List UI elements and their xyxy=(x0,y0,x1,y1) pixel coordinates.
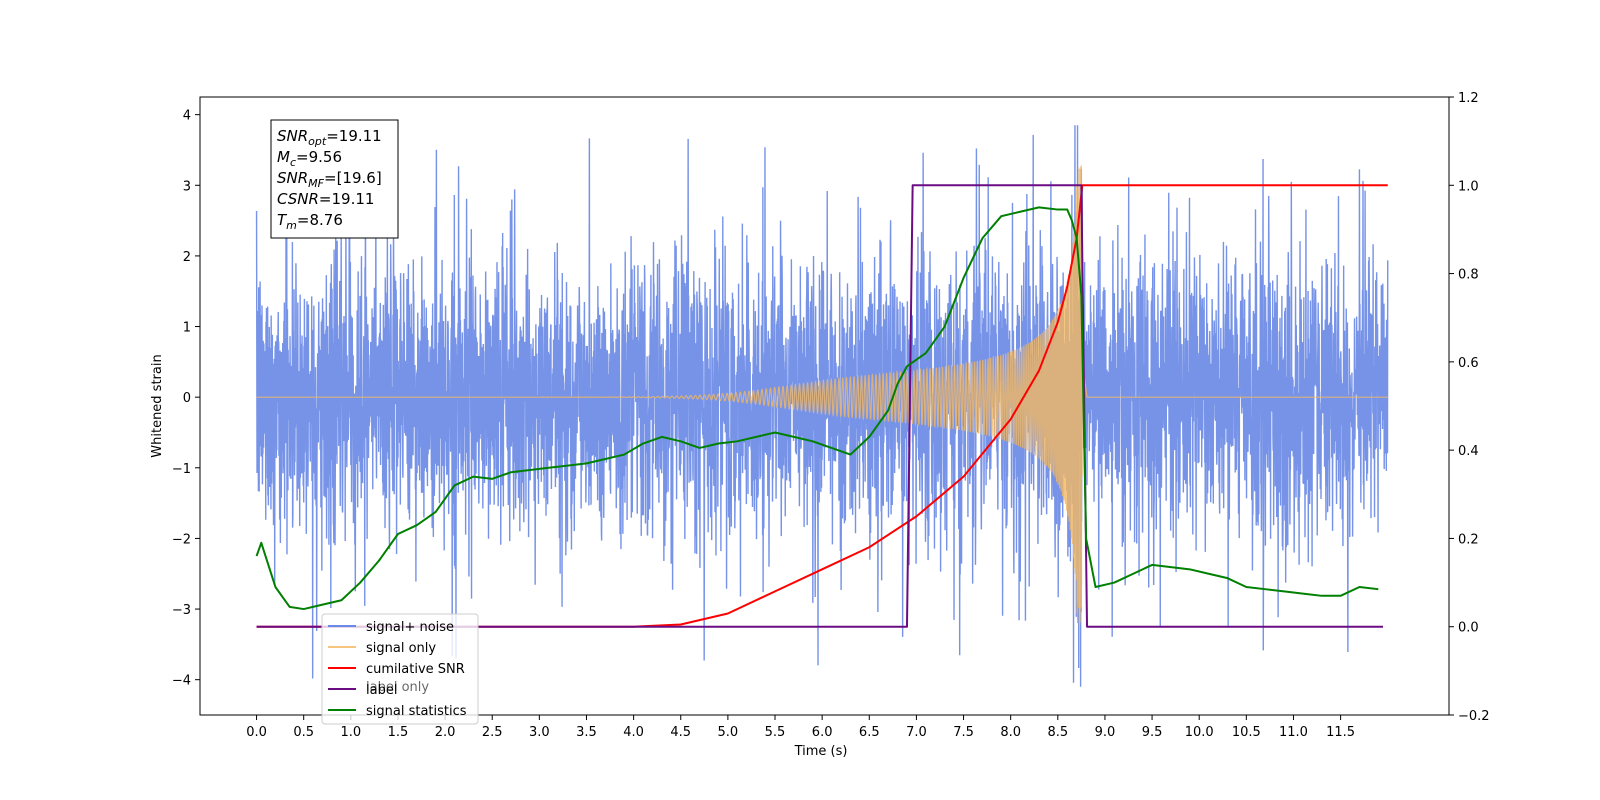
y-right-tick-label: 0.8 xyxy=(1458,268,1479,283)
series-signal-statistics xyxy=(255,206,1379,611)
x-tick-label: 3.5 xyxy=(576,725,597,740)
y-axis-label-left: Whitened strain xyxy=(150,354,165,457)
x-tick-label: 10.5 xyxy=(1232,725,1261,740)
y-axis-left: 4 3 2 1 0 −1 −2 −3 −4 xyxy=(172,109,200,689)
series-layer xyxy=(255,125,1389,687)
y-right-tick-label: 0.6 xyxy=(1458,356,1479,371)
y-left-tick-label: −4 xyxy=(172,674,191,689)
y-right-tick-label: 0.4 xyxy=(1458,444,1479,459)
x-tick-label: 2.5 xyxy=(482,725,503,740)
x-axis: 0.0 0.5 1.0 1.5 2.0 2.5 3.0 3.5 4.0 4.5 5.0 5.5 6.0 6… xyxy=(246,715,1355,740)
y-left-tick-label: 3 xyxy=(183,179,191,194)
legend-item-signal-statistics: signal statistics xyxy=(328,704,467,719)
legend-label-signal-noise: signal+ noise xyxy=(366,620,454,635)
legend-label-signal-only: signal only xyxy=(366,641,436,656)
legend-label-label: label xyxy=(366,683,397,698)
y-left-tick-label: 4 xyxy=(183,109,191,124)
x-tick-label: 8.0 xyxy=(1000,725,1021,740)
y-right-tick-label: 1.0 xyxy=(1458,179,1479,194)
legend-label-signal-statistics: signal statistics xyxy=(366,704,467,719)
y-left-tick-label: −1 xyxy=(172,462,191,477)
legend-item-signal-only: signal only xyxy=(328,641,436,656)
annotation-box-frame xyxy=(270,119,399,239)
x-tick-label: 5.5 xyxy=(765,725,786,740)
annotation-merger-time: Tm=8.76 xyxy=(277,211,343,232)
legend: label only signal+ noise signal only cum… xyxy=(321,613,479,725)
legend-item-cumulative-snr: cumilative SNR xyxy=(328,662,465,677)
y-right-tick-label: 1.2 xyxy=(1458,91,1479,106)
legend-ghost-text: label only xyxy=(366,680,429,695)
annotation-box: SNRopt=19.11 Mc=9.56 SNRMF=[19.6] CSNR=1… xyxy=(270,119,399,239)
y-left-tick-label: 1 xyxy=(183,321,191,336)
x-tick-label: 6.5 xyxy=(859,725,880,740)
annotation-snr-opt: SNRopt=19.11 xyxy=(277,127,382,148)
y-right-tick-label: −0.2 xyxy=(1458,709,1490,724)
annotation-snr-mf: SNRMF=[19.6] xyxy=(277,169,382,190)
y-right-tick-label: 0.0 xyxy=(1458,621,1479,636)
annotation-chirp-mass: Mc=9.56 xyxy=(277,148,342,169)
x-tick-label: 1.0 xyxy=(340,725,361,740)
x-tick-label: 11.0 xyxy=(1279,725,1308,740)
series-cumulative-snr xyxy=(256,184,1388,628)
x-tick-label: 4.0 xyxy=(623,725,644,740)
x-tick-label: 7.5 xyxy=(953,725,974,740)
x-tick-label: 2.0 xyxy=(435,725,456,740)
x-tick-label: 5.0 xyxy=(718,725,739,740)
y-left-tick-label: −3 xyxy=(172,603,191,618)
series-label xyxy=(256,184,1384,628)
x-tick-label: 9.0 xyxy=(1095,725,1116,740)
x-tick-label: 0.5 xyxy=(293,725,314,740)
x-tick-label: 11.5 xyxy=(1326,725,1355,740)
y-right-tick-label: 0.2 xyxy=(1458,532,1479,547)
y-left-tick-label: 2 xyxy=(183,250,191,265)
legend-item-label: label xyxy=(328,683,397,698)
x-tick-label: 7.0 xyxy=(906,725,927,740)
x-tick-label: 4.5 xyxy=(670,725,691,740)
series-signal-only xyxy=(256,165,1388,626)
x-tick-label: 0.0 xyxy=(246,725,267,740)
annotation-csnr: CSNR=19.11 xyxy=(277,190,374,208)
x-tick-label: 1.5 xyxy=(388,725,409,740)
series-signal-noise xyxy=(255,125,1389,687)
x-tick-label: 10.0 xyxy=(1185,725,1214,740)
x-tick-label: 8.5 xyxy=(1047,725,1068,740)
y-left-tick-label: −2 xyxy=(172,532,191,547)
x-axis-label: Time (s) xyxy=(794,744,848,759)
legend-item-signal-noise: signal+ noise xyxy=(328,620,454,635)
x-tick-label: 6.0 xyxy=(812,725,833,740)
x-tick-label: 3.0 xyxy=(529,725,550,740)
legend-label-cumulative-snr: cumilative SNR xyxy=(366,662,465,677)
plot-frame xyxy=(199,96,1450,716)
y-axis-right: 1.2 1.0 0.8 0.6 0.4 0.2 0.0 −0.2 xyxy=(1449,91,1490,724)
legend-frame xyxy=(321,613,479,725)
y-left-tick-label: 0 xyxy=(183,391,191,406)
x-tick-label: 9.5 xyxy=(1142,725,1163,740)
